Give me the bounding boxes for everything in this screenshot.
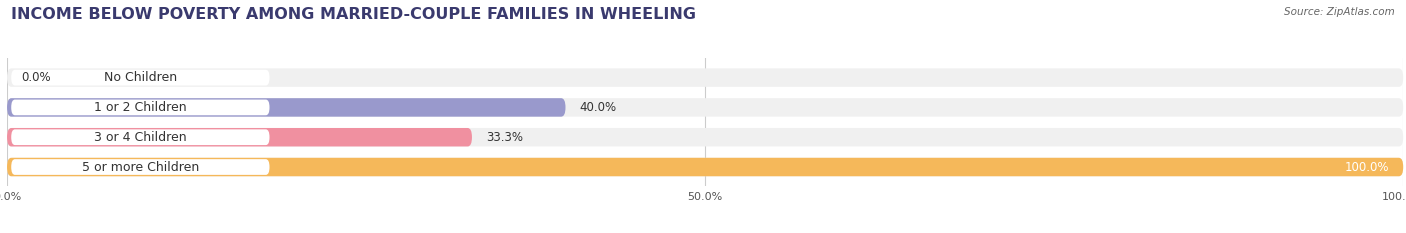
Text: No Children: No Children	[104, 71, 177, 84]
Text: 3 or 4 Children: 3 or 4 Children	[94, 131, 187, 144]
Text: 33.3%: 33.3%	[486, 131, 523, 144]
Text: 40.0%: 40.0%	[579, 101, 617, 114]
FancyBboxPatch shape	[7, 158, 1403, 176]
FancyBboxPatch shape	[7, 98, 1403, 117]
FancyBboxPatch shape	[7, 128, 472, 147]
Text: 0.0%: 0.0%	[21, 71, 51, 84]
Text: INCOME BELOW POVERTY AMONG MARRIED-COUPLE FAMILIES IN WHEELING: INCOME BELOW POVERTY AMONG MARRIED-COUPL…	[11, 7, 696, 22]
FancyBboxPatch shape	[7, 68, 1403, 87]
FancyBboxPatch shape	[7, 128, 1403, 147]
FancyBboxPatch shape	[11, 129, 270, 145]
FancyBboxPatch shape	[7, 98, 565, 117]
Text: 1 or 2 Children: 1 or 2 Children	[94, 101, 187, 114]
FancyBboxPatch shape	[11, 99, 270, 115]
Text: 100.0%: 100.0%	[1344, 161, 1389, 174]
FancyBboxPatch shape	[11, 70, 270, 86]
FancyBboxPatch shape	[7, 158, 1403, 176]
Text: 5 or more Children: 5 or more Children	[82, 161, 200, 174]
Text: Source: ZipAtlas.com: Source: ZipAtlas.com	[1284, 7, 1395, 17]
FancyBboxPatch shape	[11, 159, 270, 175]
